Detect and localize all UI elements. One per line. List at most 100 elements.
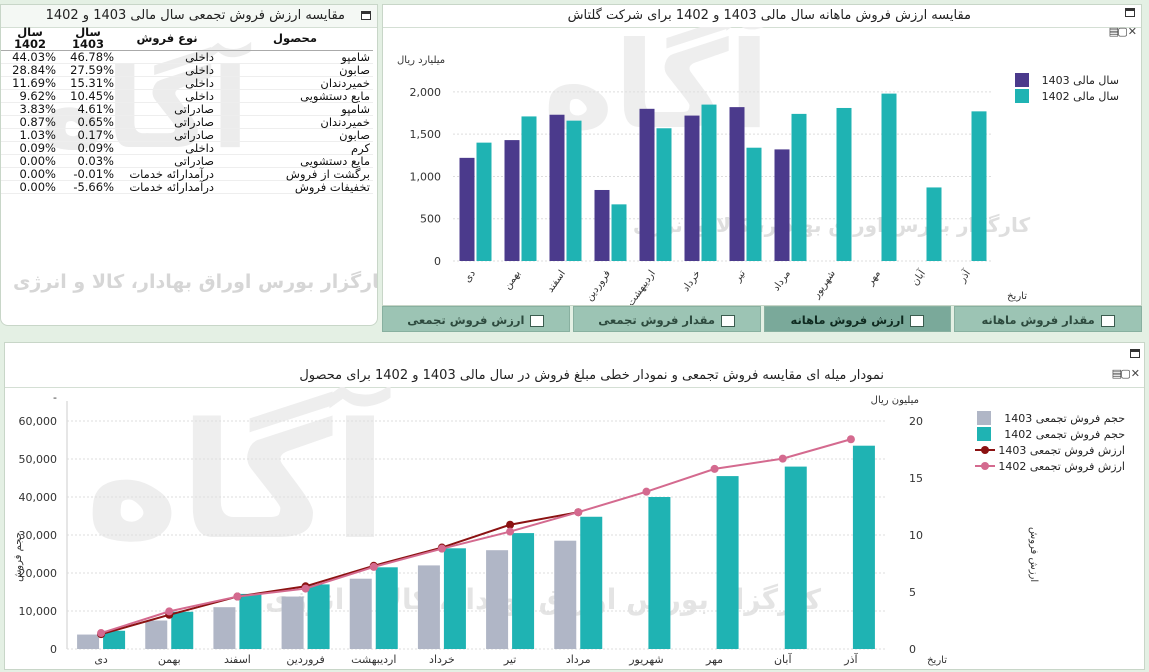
x-tick-label: مهر	[864, 268, 882, 288]
chart-tabs: ارزش فروش تجمعی مقدار فروش تجمعی ارزش فر…	[382, 306, 1142, 332]
bar-1402	[656, 128, 672, 261]
x-axis-label: تاریخ	[1007, 291, 1027, 302]
y-tick-label: 60,000	[19, 415, 58, 428]
value-1403: -0.01%	[59, 167, 117, 181]
sale-type: داخلی	[117, 141, 217, 155]
x-tick-label: آذر	[955, 266, 974, 285]
bar-1402	[443, 548, 466, 649]
bar-1403	[549, 114, 565, 262]
value-1403: -5.66%	[59, 180, 117, 194]
bar-1402	[791, 113, 807, 262]
y-tick-label: 1,500	[410, 128, 442, 141]
line-point-1403	[506, 520, 515, 529]
table-row[interactable]: 11.69% 15.31% داخلی خمیردندان	[1, 76, 373, 90]
table-row[interactable]: 44.03% 46.78% داخلی شامپو	[1, 50, 373, 64]
x-tick-label: آبان	[774, 652, 792, 666]
sale-type: داخلی	[117, 76, 217, 90]
y-tick-label: 40,000	[19, 491, 58, 504]
table-panel: مقایسه ارزش فروش تجمعی سال مالی 1403 و 1…	[0, 4, 378, 326]
bar-1402	[476, 142, 492, 261]
col-header-1402[interactable]: سال 1402	[1, 26, 59, 51]
sale-type: صادراتی	[117, 128, 217, 142]
value-1403: 10.45%	[59, 89, 117, 103]
line-point-1402	[97, 629, 106, 638]
bar-1402	[103, 630, 126, 649]
bar-1403	[729, 107, 745, 261]
x-axis-label: تاریخ	[927, 655, 947, 666]
print-icon[interactable]: ▤	[1111, 367, 1122, 380]
value-1402: 11.69%	[1, 76, 59, 90]
maximize-icon[interactable]	[361, 11, 371, 20]
bar-1402	[512, 533, 535, 649]
table-panel-title: مقایسه ارزش فروش تجمعی سال مالی 1403 و 1…	[1, 5, 377, 28]
y-tick-label: 0	[434, 255, 441, 268]
tab-cumulative-quantity[interactable]: مقدار فروش تجمعی	[572, 306, 761, 332]
product-name: برگشت از فروش	[217, 167, 373, 181]
line-point-1402	[233, 592, 242, 601]
product-name: تخفیفات فروش	[217, 180, 373, 194]
tab-monthly-value[interactable]: ارزش فروش ماهانه	[763, 306, 952, 332]
line-point-1402	[710, 464, 719, 473]
table-row[interactable]: 3.83% 4.61% صادراتی شامپو	[1, 102, 373, 116]
bar-1403	[77, 634, 100, 649]
table-row[interactable]: 0.00% -0.01% درآمدارائه خدمات برگشت از فروش	[1, 167, 373, 181]
x-tick-label: مرداد	[771, 268, 793, 293]
x-tick-label: فروردین	[286, 653, 324, 666]
export-icon[interactable]: ▢✕	[1120, 367, 1140, 380]
bar-chart-icon	[1100, 314, 1115, 327]
x-tick-label: خرداد	[429, 653, 455, 666]
product-name: صابون	[217, 128, 373, 142]
bar-1402	[701, 104, 717, 261]
bar-1402	[784, 466, 807, 649]
bar-1402	[746, 147, 762, 261]
tab-monthly-quantity[interactable]: مقدار فروش ماهانه	[954, 306, 1142, 332]
value-1403: 0.03%	[59, 154, 117, 168]
tab-label: مقدار فروش ماهانه	[981, 313, 1095, 327]
legend-swatch-1402	[1015, 89, 1029, 103]
value-1403: 4.61%	[59, 102, 117, 116]
export-icon[interactable]: ▢✕	[1117, 25, 1137, 38]
legend-label: حجم فروش تجمعی 1403	[1004, 412, 1125, 425]
col-header-1403[interactable]: سال 1403	[59, 26, 117, 51]
value-1402: 0.00%	[1, 154, 59, 168]
legend-marker	[981, 462, 989, 470]
value-1403: 0.65%	[59, 115, 117, 129]
tab-cumulative-value[interactable]: ارزش فروش تجمعی	[382, 306, 570, 332]
line-point-1402	[437, 544, 446, 553]
sale-type: درآمدارائه خدمات	[117, 167, 217, 181]
x-tick-label: مرداد	[566, 653, 591, 666]
x-tick-label: تیر	[732, 268, 748, 285]
legend-label: ارزش فروش تجمعی 1403	[998, 444, 1125, 457]
col-header-type[interactable]: نوع فروش	[117, 26, 217, 51]
y-tick-label: 2,000	[410, 86, 442, 99]
maximize-icon[interactable]	[1130, 349, 1140, 358]
table-row[interactable]: 28.84% 27.59% داخلی صابون	[1, 63, 373, 77]
bar-1402	[971, 111, 987, 261]
bar-chart-icon	[910, 314, 925, 327]
bar-1402	[171, 611, 194, 649]
cumulative-chart-panel: نمودار میله ای مقایسه فروش تجمعی و نمودا…	[4, 342, 1145, 670]
line-point-1402	[778, 454, 787, 463]
sale-type: داخلی	[117, 89, 217, 103]
value-1402: 44.03%	[1, 50, 59, 64]
table-row[interactable]: 0.09% 0.09% داخلی کرم	[1, 141, 373, 155]
bar-1403	[554, 540, 577, 649]
x-tick-label: اردیبهشت	[625, 268, 658, 305]
value-1402: 3.83%	[1, 102, 59, 116]
monthly-chart-title: مقایسه ارزش فروش ماهانه سال مالی 1403 و …	[383, 5, 1141, 28]
x-tick-label: اردیبهشت	[351, 653, 396, 666]
maximize-icon[interactable]	[1125, 8, 1135, 17]
product-name: صابون	[217, 63, 373, 77]
table-row[interactable]: 0.00% -5.66% درآمدارائه خدمات تخفیفات فروش	[1, 180, 373, 194]
table-row[interactable]: 0.87% 0.65% صادراتی خمیردندان	[1, 115, 373, 129]
col-header-product[interactable]: محصول	[217, 26, 373, 51]
watermark-logo: آگاه	[85, 387, 391, 575]
y-tick-label: 50,000	[19, 453, 58, 466]
table-row[interactable]: 1.03% 0.17% صادراتی صابون	[1, 128, 373, 142]
bar-1403	[213, 607, 236, 649]
table-row[interactable]: 9.62% 10.45% داخلی مایع دستشویی	[1, 89, 373, 103]
table-row[interactable]: 0.00% 0.03% صادراتی مایع دستشویی	[1, 154, 373, 168]
print-icon[interactable]: ▤	[1108, 25, 1119, 38]
value-1402: 0.09%	[1, 141, 59, 155]
